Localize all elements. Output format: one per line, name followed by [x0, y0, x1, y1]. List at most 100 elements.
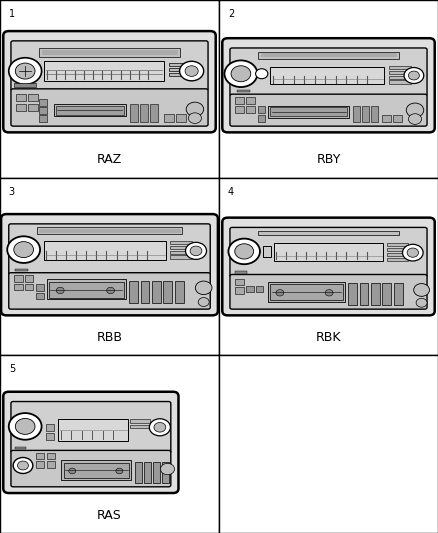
Bar [258, 106, 265, 113]
Circle shape [198, 297, 209, 306]
FancyBboxPatch shape [11, 401, 171, 453]
Bar [175, 281, 184, 303]
Bar [386, 253, 408, 256]
Text: RAZ: RAZ [97, 154, 122, 166]
Bar [270, 284, 343, 300]
Bar [236, 287, 244, 294]
Bar [144, 462, 151, 483]
Circle shape [416, 298, 427, 307]
Text: RBK: RBK [316, 331, 341, 344]
Bar [258, 115, 265, 122]
FancyBboxPatch shape [1, 214, 218, 316]
Circle shape [408, 71, 419, 80]
Bar [268, 106, 349, 118]
Circle shape [276, 289, 284, 296]
Bar [15, 269, 28, 271]
Bar [169, 73, 195, 76]
Bar [44, 61, 164, 81]
Bar [274, 243, 383, 261]
Bar [164, 114, 174, 122]
Bar [61, 460, 131, 480]
Bar [162, 462, 169, 483]
FancyBboxPatch shape [3, 392, 179, 493]
Circle shape [15, 63, 35, 79]
Bar [362, 106, 369, 122]
Bar [140, 104, 148, 122]
Circle shape [231, 66, 251, 82]
Bar [36, 453, 45, 459]
Bar [386, 243, 408, 246]
Bar [176, 114, 186, 122]
FancyBboxPatch shape [230, 274, 427, 309]
Text: RAS: RAS [97, 508, 122, 522]
Bar [64, 463, 129, 478]
Bar [39, 107, 47, 114]
Bar [360, 284, 368, 305]
Bar [348, 284, 357, 305]
Bar [170, 240, 192, 244]
Bar [39, 99, 47, 106]
Bar [47, 279, 126, 300]
Bar [131, 104, 138, 122]
Bar [389, 66, 411, 69]
Bar [36, 462, 45, 468]
FancyBboxPatch shape [222, 217, 434, 316]
Bar [246, 106, 255, 113]
FancyBboxPatch shape [230, 94, 427, 126]
Circle shape [15, 418, 35, 434]
Bar [131, 425, 150, 428]
Bar [258, 52, 399, 59]
Bar [141, 281, 149, 303]
Circle shape [18, 461, 28, 470]
Bar [256, 286, 263, 292]
Bar [17, 103, 26, 111]
Bar [170, 246, 192, 249]
Bar [236, 279, 244, 285]
Circle shape [255, 69, 268, 79]
Circle shape [13, 457, 33, 473]
Circle shape [180, 61, 204, 81]
Bar [46, 424, 53, 431]
Bar [36, 293, 44, 300]
Circle shape [403, 244, 423, 261]
Bar [150, 104, 158, 122]
Circle shape [413, 284, 429, 296]
Bar [386, 258, 408, 261]
Text: 5: 5 [9, 364, 15, 374]
Bar [263, 246, 271, 257]
Bar [36, 284, 44, 291]
Circle shape [9, 413, 42, 440]
FancyBboxPatch shape [222, 38, 434, 132]
Bar [15, 447, 26, 449]
Circle shape [107, 287, 114, 294]
Bar [17, 94, 26, 101]
FancyBboxPatch shape [3, 31, 216, 132]
Circle shape [235, 244, 254, 259]
Text: 4: 4 [228, 187, 234, 197]
FancyBboxPatch shape [9, 224, 210, 276]
Circle shape [224, 60, 257, 87]
Bar [163, 281, 172, 303]
Circle shape [154, 423, 166, 432]
Bar [371, 106, 378, 122]
Bar [236, 271, 247, 273]
Bar [14, 284, 23, 290]
Text: RBY: RBY [316, 154, 341, 166]
FancyBboxPatch shape [11, 41, 208, 91]
Circle shape [7, 236, 40, 263]
Bar [393, 115, 402, 122]
Circle shape [69, 468, 76, 474]
Bar [47, 453, 55, 459]
Bar [246, 286, 254, 292]
Text: 2: 2 [228, 9, 234, 19]
Bar [268, 281, 345, 302]
Bar [246, 97, 255, 104]
Bar [353, 106, 360, 122]
Bar [129, 281, 138, 303]
Bar [53, 104, 126, 116]
FancyBboxPatch shape [230, 48, 427, 96]
Bar [371, 284, 380, 305]
Bar [14, 275, 23, 281]
Bar [153, 462, 160, 483]
Circle shape [406, 103, 424, 117]
